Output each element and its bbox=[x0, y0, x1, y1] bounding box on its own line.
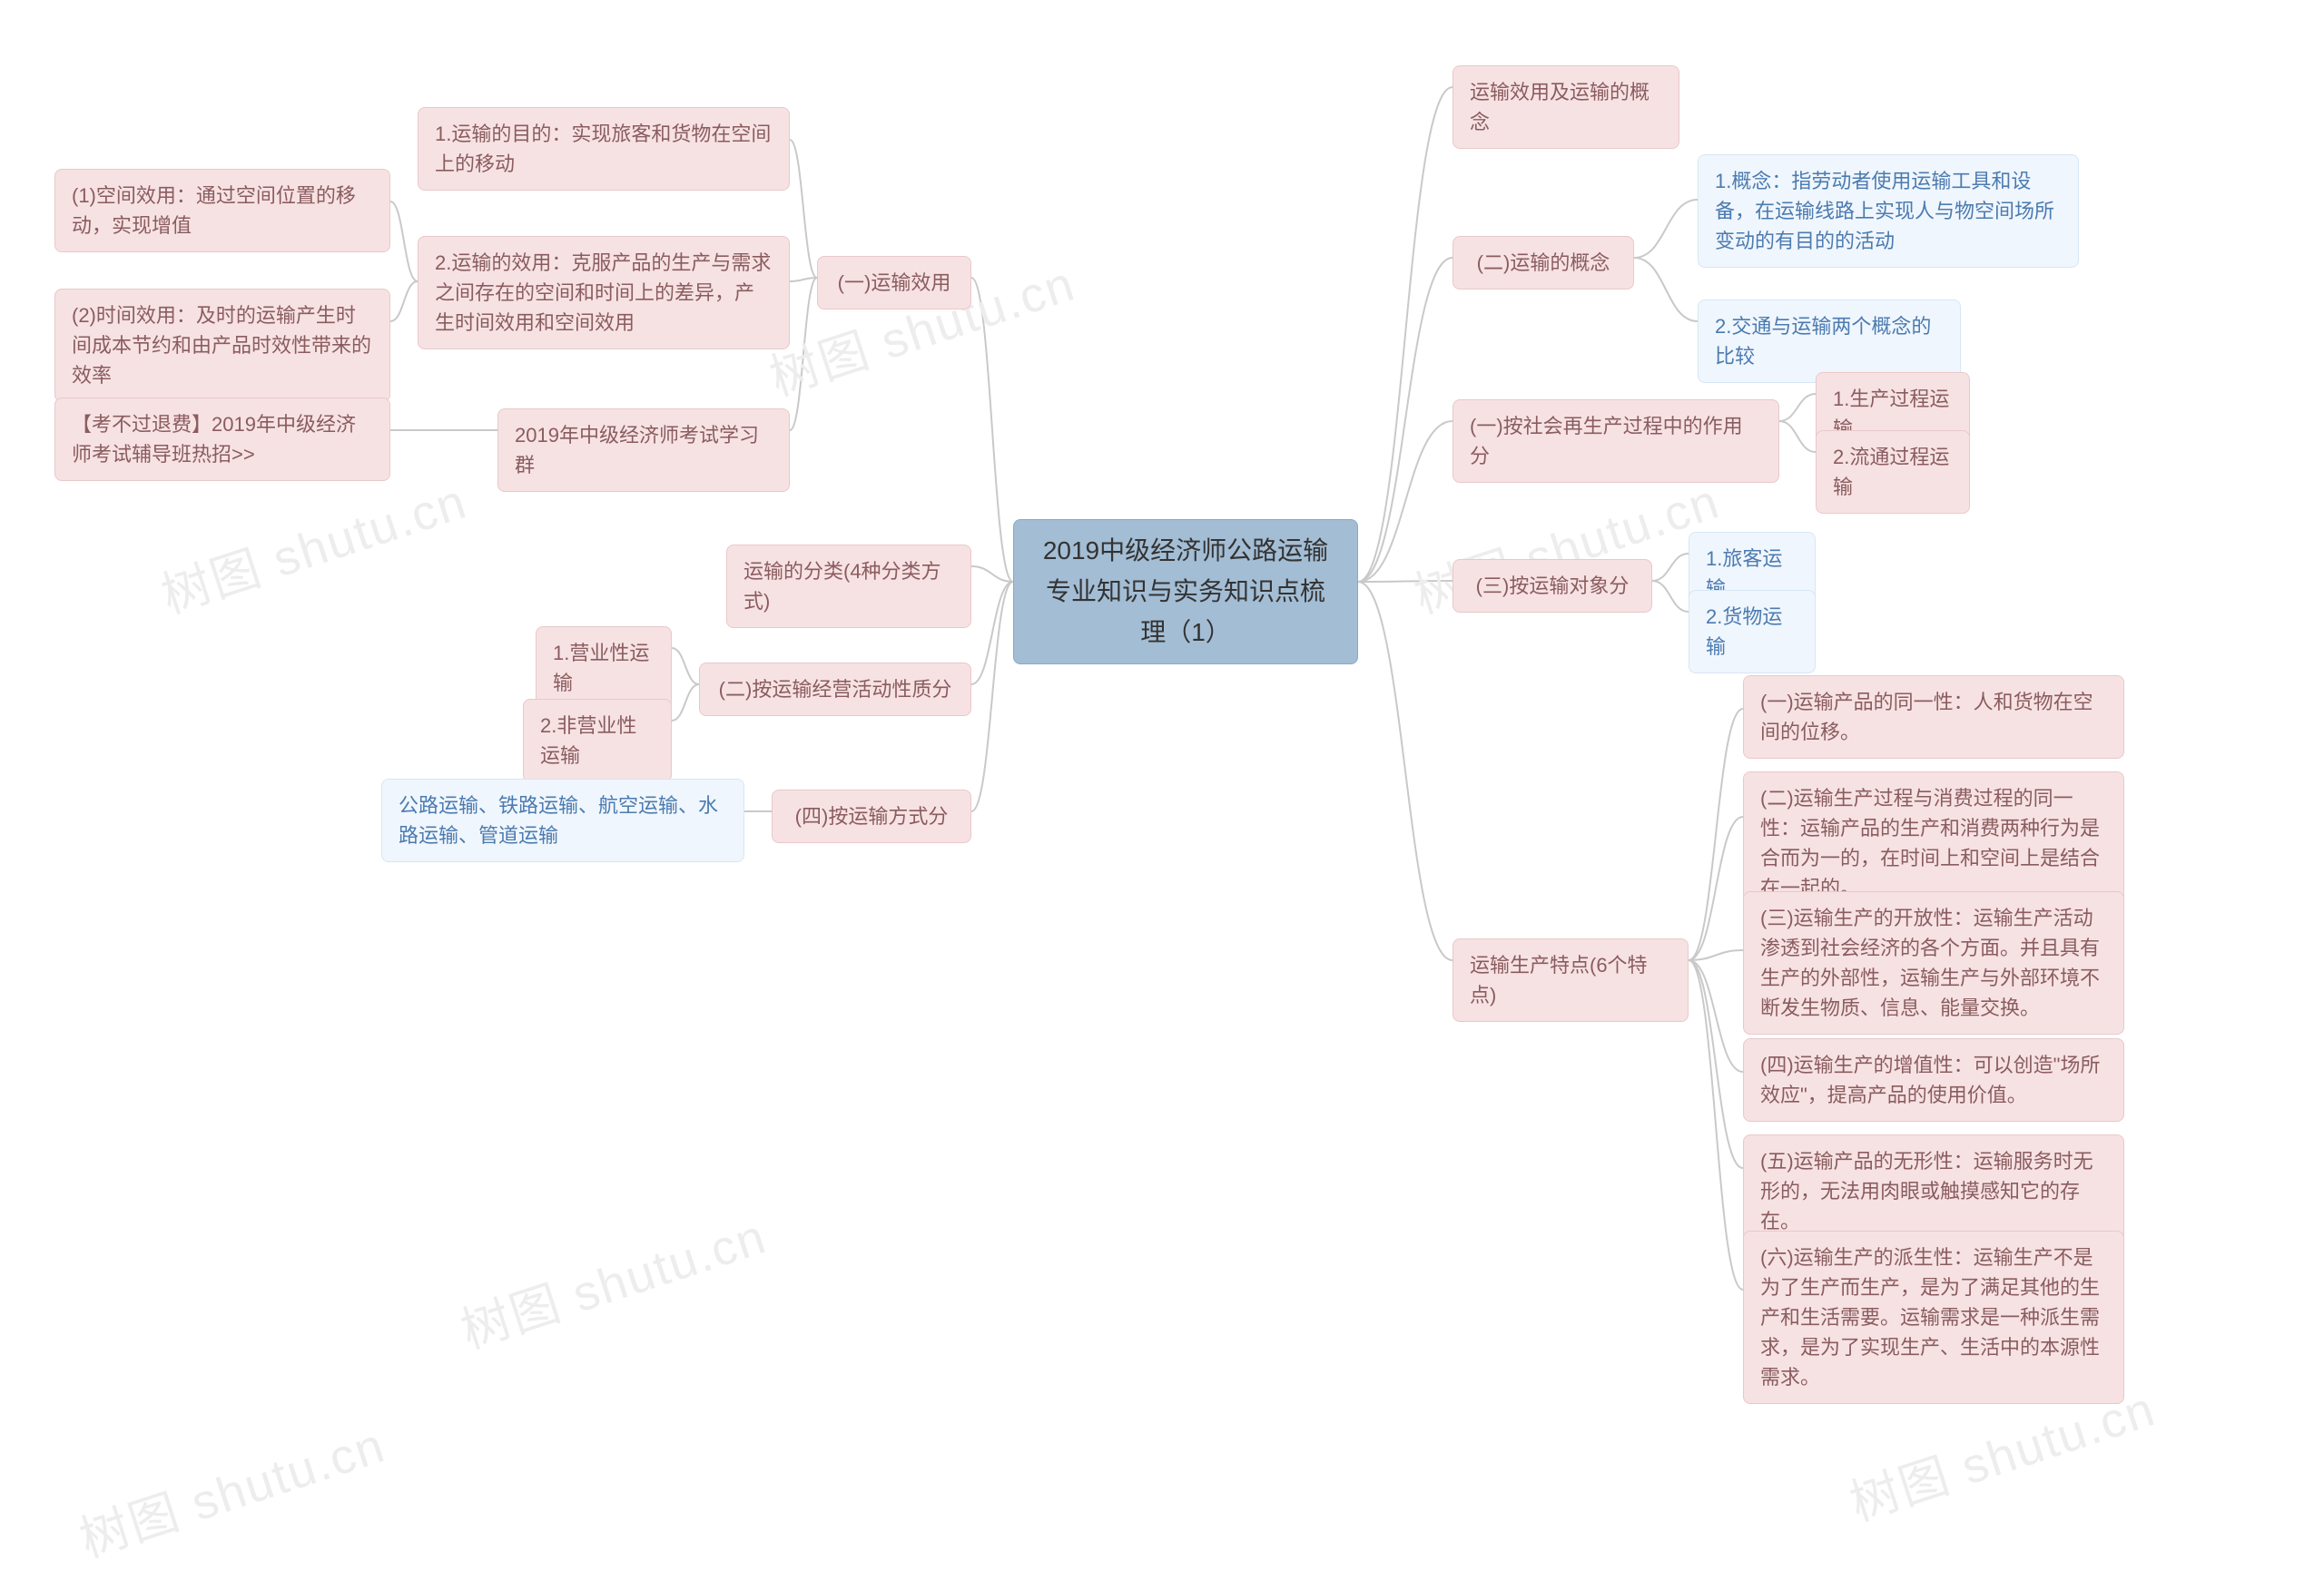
branch-by-reproduction-role: (一)按社会再生产过程中的作用分 bbox=[1452, 399, 1779, 483]
leaf-circulation-transport: 2.流通过程运输 bbox=[1816, 430, 1970, 514]
leaf-space-utility: (1)空间效用：通过空间位置的移动，实现增值 bbox=[54, 169, 390, 252]
leaf-study-group: 2019年中级经济师考试学习群 bbox=[497, 408, 790, 492]
leaf-non-commercial-transport: 2.非营业性运输 bbox=[523, 699, 672, 782]
leaf-time-utility: (2)时间效用：及时的运输产生时间成本节约和由产品时效性带来的效率 bbox=[54, 289, 390, 402]
branch-transport-utility: (一)运输效用 bbox=[817, 256, 971, 309]
branch-by-transport-object: (三)按运输对象分 bbox=[1452, 559, 1652, 613]
leaf-concept-definition: 1.概念：指劳动者使用运输工具和设备，在运输线路上实现人与物空间场所变动的有目的… bbox=[1698, 154, 2079, 268]
branch-transport-concept: (二)运输的概念 bbox=[1452, 236, 1634, 290]
leaf-transport-purpose: 1.运输的目的：实现旅客和货物在空间上的移动 bbox=[418, 107, 790, 191]
leaf-feature-6: (六)运输生产的派生性：运输生产不是为了生产而生产，是为了满足其他的生产和生活需… bbox=[1743, 1231, 2124, 1404]
leaf-concept-compare: 2.交通与运输两个概念的比较 bbox=[1698, 299, 1961, 383]
leaf-refund-promo: 【考不过退费】2019年中级经济师考试辅导班热招>> bbox=[54, 398, 390, 481]
branch-transport-classification: 运输的分类(4种分类方式) bbox=[726, 545, 971, 628]
branch-utility-and-concept: 运输效用及运输的概念 bbox=[1452, 65, 1679, 149]
leaf-commercial-transport: 1.营业性运输 bbox=[536, 626, 672, 710]
leaf-feature-4: (四)运输生产的增值性：可以创造"场所效应"，提高产品的使用价值。 bbox=[1743, 1038, 2124, 1122]
branch-by-operation-nature: (二)按运输经营活动性质分 bbox=[699, 663, 971, 716]
branch-production-features: 运输生产特点(6个特点) bbox=[1452, 938, 1689, 1022]
leaf-freight-transport: 2.货物运输 bbox=[1689, 590, 1816, 673]
mindmap-canvas: 树图 shutu.cn 树图 shutu.cn 树图 shutu.cn 树图 s… bbox=[0, 0, 2324, 1506]
leaf-transport-modes-list: 公路运输、铁路运输、航空运输、水路运输、管道运输 bbox=[381, 779, 744, 862]
leaf-feature-1: (一)运输产品的同一性：人和货物在空间的位移。 bbox=[1743, 675, 2124, 759]
branch-by-transport-mode: (四)按运输方式分 bbox=[772, 790, 971, 843]
leaf-feature-3: (三)运输生产的开放性：运输生产活动渗透到社会经济的各个方面。并且具有生产的外部… bbox=[1743, 891, 2124, 1035]
leaf-transport-effect: 2.运输的效用：克服产品的生产与需求之间存在的空间和时间上的差异，产生时间效用和… bbox=[418, 236, 790, 349]
root-node: 2019中级经济师公路运输专业知识与实务知识点梳理（1） bbox=[1013, 519, 1358, 664]
